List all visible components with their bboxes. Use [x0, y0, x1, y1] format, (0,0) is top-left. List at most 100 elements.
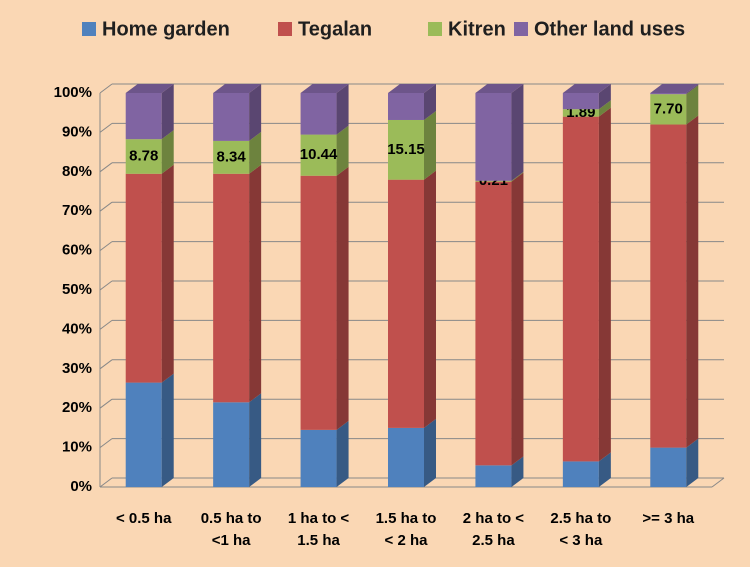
y-tick-label: 0% — [70, 478, 92, 495]
bar-segment — [300, 134, 337, 176]
legend-swatch — [514, 22, 528, 36]
grid-line — [99, 398, 113, 409]
bar-segment — [388, 119, 424, 180]
grid-line — [99, 319, 113, 330]
bar-segment — [562, 93, 599, 110]
bar-segment — [475, 93, 512, 181]
grid-line — [99, 162, 113, 173]
bar-top — [300, 84, 349, 93]
bar-top — [650, 84, 699, 93]
bar-side — [424, 84, 436, 120]
legend-label: Kitren — [448, 18, 506, 40]
bar-segment — [475, 465, 512, 487]
x-tick-label: 2.5 ha to < 3 ha — [550, 510, 612, 549]
bar-side — [686, 85, 699, 125]
bar-side — [249, 84, 262, 141]
bar-segment — [213, 173, 250, 403]
bar-segment — [562, 116, 599, 462]
x-tick-label: 0.5 ha to <1 ha — [200, 510, 262, 549]
y-tick-label: 50% — [62, 281, 92, 298]
bar-segment — [388, 179, 424, 428]
grid-line — [99, 83, 113, 94]
bar-side — [598, 100, 611, 117]
y-tick-label: 20% — [62, 399, 92, 416]
bar-side — [598, 107, 611, 462]
bar-top — [562, 84, 611, 93]
bar-segment — [562, 461, 599, 487]
grid-line — [99, 123, 113, 133]
bar-top — [125, 84, 174, 93]
y-tick-label: 40% — [62, 320, 92, 337]
x-tick-label: 2 ha to < 2.5 ha — [462, 510, 525, 549]
bar-segment — [388, 93, 424, 120]
bar-side — [424, 110, 436, 180]
data-label: 10.44 — [300, 146, 338, 163]
grid-line — [99, 477, 113, 488]
legend-label: Home garden — [102, 18, 230, 40]
bar-side — [336, 84, 349, 135]
bar-top — [213, 84, 262, 93]
grid-line — [99, 241, 113, 252]
bar-side — [161, 130, 174, 174]
bar-segment — [125, 93, 162, 140]
bar-segment — [213, 402, 250, 487]
legend-swatch — [82, 22, 96, 36]
bar-side — [598, 84, 611, 110]
grid-line — [99, 280, 113, 291]
y-tick-label: 70% — [62, 202, 92, 219]
y-tick-label: 30% — [62, 360, 92, 377]
x-tick-label: < 0.5 ha — [115, 510, 172, 527]
bar-side — [336, 420, 349, 487]
data-label: 15.15 — [387, 141, 425, 158]
bar-segment — [300, 429, 337, 487]
bar-side — [161, 373, 174, 487]
bar-side — [336, 125, 349, 176]
bar-segment — [562, 109, 599, 117]
bar-segment — [125, 173, 162, 383]
data-label: 8.34 — [217, 148, 247, 165]
bar-side — [249, 131, 262, 174]
bar-segment — [475, 180, 512, 182]
bar-segment — [650, 124, 687, 448]
legend-swatch — [278, 22, 292, 36]
bar-side — [161, 164, 174, 383]
bar-top — [475, 84, 524, 93]
bar-side — [511, 456, 524, 487]
bar-side — [686, 438, 699, 487]
bar-segment — [650, 93, 687, 95]
axis-line — [711, 477, 725, 488]
bar-side — [686, 115, 699, 448]
bar-side — [511, 84, 524, 181]
bar-segment — [213, 140, 250, 174]
y-tick-label: 100% — [54, 84, 92, 101]
x-tick-label: 1.5 ha to < 2 ha — [375, 510, 437, 549]
y-tick-label: 80% — [62, 163, 92, 180]
grid-line — [99, 438, 113, 449]
legend-label: Other land uses — [534, 18, 685, 40]
bar-side — [161, 84, 174, 140]
bar-segment — [300, 175, 337, 430]
bar-top — [388, 84, 436, 93]
bar-segment — [475, 181, 512, 466]
y-tick-label: 60% — [62, 242, 92, 259]
bar-segment — [125, 382, 162, 487]
bar-side — [424, 418, 436, 487]
bar-side — [424, 170, 436, 428]
y-tick-label: 10% — [62, 439, 92, 456]
bar-side — [511, 171, 524, 182]
bar-side — [336, 166, 349, 430]
bar-segment — [650, 447, 687, 487]
bar-side — [249, 393, 262, 487]
grid-line — [99, 359, 113, 370]
grid-line — [99, 201, 113, 212]
bar-side — [511, 172, 524, 466]
x-tick-label: >= 3 ha — [642, 510, 695, 527]
bar-side — [598, 452, 611, 487]
bar-segment — [650, 94, 687, 125]
data-label: 7.70 — [654, 100, 683, 117]
legend-swatch — [428, 22, 442, 36]
bar-segment — [213, 93, 250, 141]
legend-label: Tegalan — [298, 18, 372, 40]
y-tick-label: 90% — [62, 123, 92, 140]
